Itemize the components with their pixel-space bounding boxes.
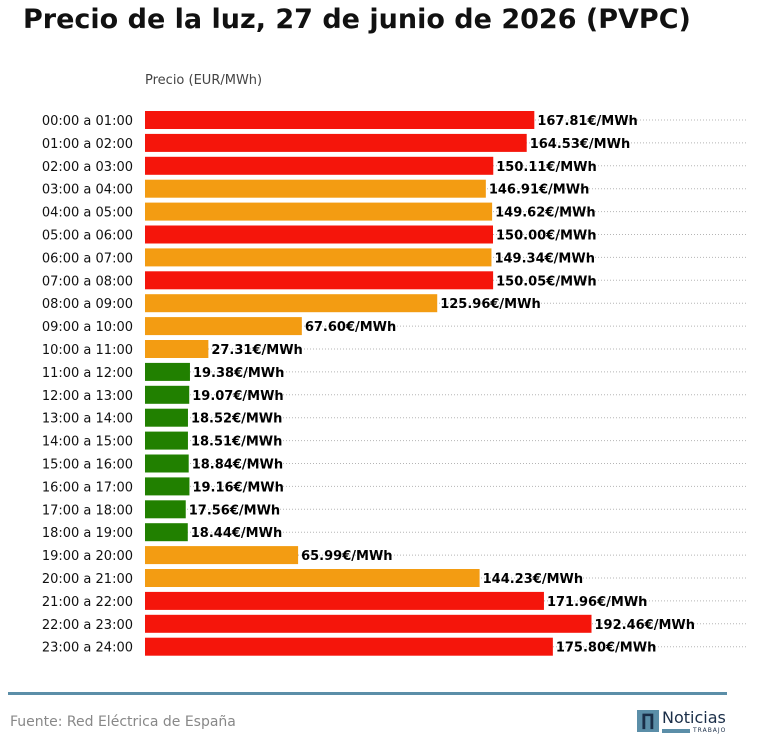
category-label: 19:00 a 20:00 [42, 549, 133, 564]
bar-0 [145, 111, 535, 129]
bar-8 [145, 294, 438, 313]
bar-1 [145, 133, 527, 152]
value-label: 18.51€/MWh [191, 435, 282, 450]
bar-9 [145, 317, 302, 336]
category-label: 11:00 a 12:00 [42, 366, 133, 381]
bar-2 [145, 156, 494, 175]
footer-divider [8, 692, 727, 695]
bar-15 [145, 454, 189, 473]
category-label: 16:00 a 17:00 [42, 480, 133, 495]
bar-5 [145, 225, 493, 244]
value-label: 192.46€/MWh [595, 618, 696, 633]
category-label: 06:00 a 07:00 [42, 251, 133, 266]
bar-23 [145, 637, 553, 656]
category-label: 04:00 a 05:00 [42, 206, 133, 221]
value-label: 146.91€/MWh [489, 183, 589, 198]
bar-18 [145, 523, 188, 542]
value-label: 18.44€/MWh [191, 526, 282, 541]
value-label: 18.84€/MWh [192, 458, 283, 473]
value-label: 18.52€/MWh [191, 412, 282, 427]
category-label: 20:00 a 21:00 [42, 572, 133, 587]
category-label: 01:00 a 02:00 [42, 137, 133, 152]
value-label: 19.16€/MWh [192, 480, 283, 495]
category-label: 14:00 a 15:00 [42, 435, 133, 450]
bar-17 [145, 500, 186, 519]
bar-11 [145, 362, 190, 381]
logo-name: Noticias [662, 708, 726, 727]
value-label: 17.56€/MWh [189, 503, 280, 518]
category-label: 17:00 a 18:00 [42, 503, 133, 518]
value-label: 149.34€/MWh [494, 251, 595, 266]
value-label: 149.62€/MWh [495, 206, 596, 221]
value-label: 19.38€/MWh [193, 366, 284, 381]
chart-title: Precio de la luz, 27 de junio de 2026 (P… [23, 4, 691, 35]
bar-3 [145, 179, 486, 198]
bar-7 [145, 271, 494, 290]
category-label: 10:00 a 11:00 [42, 343, 133, 358]
category-label: 18:00 a 19:00 [42, 526, 133, 541]
value-label: 171.96€/MWh [547, 595, 648, 610]
bar-10 [145, 340, 209, 358]
value-label: 150.00€/MWh [496, 229, 597, 244]
category-label: 15:00 a 16:00 [42, 458, 133, 473]
value-label: 27.31€/MWh [211, 343, 302, 358]
y-axis-label: Precio (EUR/MWh) [145, 73, 263, 88]
bar-22 [145, 614, 592, 633]
bar-13 [145, 408, 188, 427]
bar-16 [145, 477, 190, 496]
bar-4 [145, 202, 493, 221]
category-label: 07:00 a 08:00 [42, 274, 133, 289]
bar-21 [145, 591, 544, 610]
bar-20 [145, 569, 480, 587]
category-label: 22:00 a 23:00 [42, 618, 133, 633]
value-label: 144.23€/MWh [483, 572, 584, 587]
value-label: 125.96€/MWh [440, 297, 540, 312]
category-label: 13:00 a 14:00 [42, 412, 133, 427]
value-label: 175.80€/MWh [556, 641, 657, 656]
bar-6 [145, 248, 492, 267]
logo-subtitle: TRABAJO [693, 727, 727, 734]
source-note: Fuente: Red Eléctrica de España [10, 714, 236, 730]
value-label: 19.07€/MWh [192, 389, 283, 404]
logo-mark-icon: ∏ [637, 710, 659, 732]
price-bar-chart: 00:00 a 01:00 167.81€/MWh 01:00 a 02:00 164… [42, 111, 748, 656]
value-label: 167.81€/MWh [537, 114, 638, 129]
value-label: 164.53€/MWh [530, 137, 631, 152]
category-label: 08:00 a 09:00 [42, 297, 133, 312]
value-label: 150.11€/MWh [496, 160, 597, 175]
category-label: 03:00 a 04:00 [42, 183, 133, 198]
bar-19 [145, 546, 299, 565]
category-label: 09:00 a 10:00 [42, 320, 133, 335]
value-label: 150.05€/MWh [496, 274, 596, 289]
category-label: 21:00 a 22:00 [42, 595, 133, 610]
value-label: 67.60€/MWh [305, 320, 396, 335]
category-label: 00:00 a 01:00 [42, 114, 133, 129]
value-label: 65.99€/MWh [301, 549, 392, 564]
noticias-trabajo-logo: ∏ Noticias TRABAJO [637, 710, 726, 734]
category-label: 02:00 a 03:00 [42, 160, 133, 175]
category-label: 23:00 a 24:00 [42, 641, 133, 656]
category-label: 05:00 a 06:00 [42, 229, 133, 244]
category-label: 12:00 a 13:00 [42, 389, 133, 404]
bar-12 [145, 385, 190, 404]
bar-14 [145, 431, 188, 450]
